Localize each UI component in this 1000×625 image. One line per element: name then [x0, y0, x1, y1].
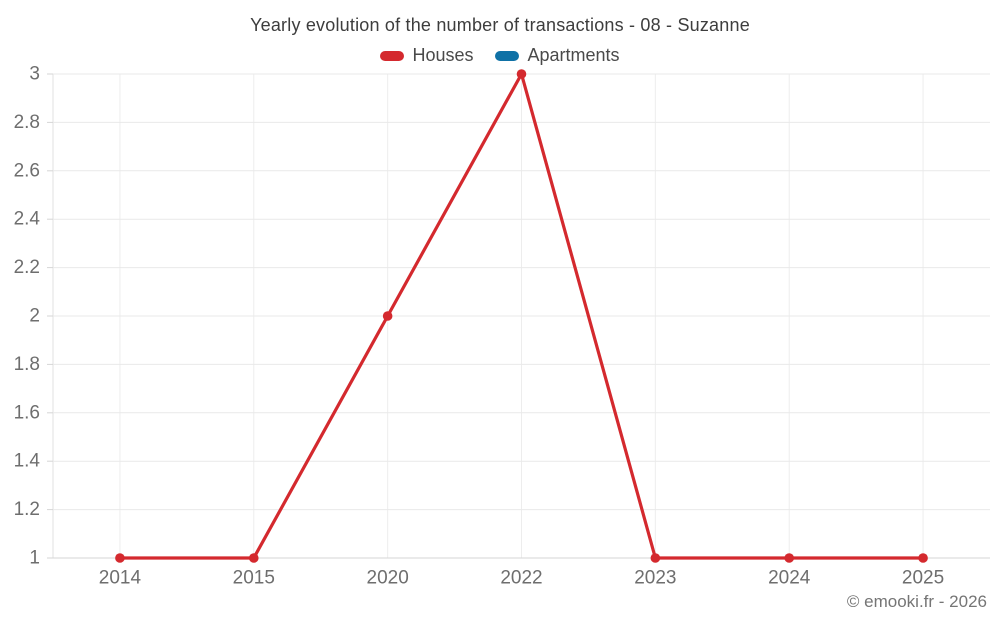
data-point-houses-2025[interactable] — [918, 553, 928, 563]
data-point-houses-2023[interactable] — [650, 553, 661, 563]
y-tick-label-1.8: 1.8 — [14, 354, 40, 375]
y-tick-label-2.2: 2.2 — [14, 257, 40, 278]
x-tick-label-2024: 2024 — [768, 568, 811, 589]
data-point-houses-2024[interactable] — [784, 553, 795, 563]
x-tick-label-2015: 2015 — [233, 568, 275, 589]
y-tick-label-2: 2 — [29, 306, 40, 327]
y-tick-label-2.8: 2.8 — [14, 112, 40, 133]
apartments-series-swatch-icon — [495, 50, 520, 61]
legend-label-apartments: Apartments — [527, 45, 620, 65]
legend-label-houses: Houses — [412, 45, 474, 65]
data-point-houses-2015[interactable] — [248, 553, 259, 563]
chart-title: Yearly evolution of the number of transa… — [250, 15, 750, 35]
houses-series-swatch-icon — [380, 50, 405, 61]
x-tick-label-2014: 2014 — [99, 568, 142, 589]
y-tick-label-1: 1 — [29, 548, 40, 569]
legend-item-apartments[interactable]: Apartments — [495, 45, 620, 66]
y-tick-label-1.2: 1.2 — [14, 499, 40, 520]
y-tick-label-1.4: 1.4 — [14, 451, 41, 472]
x-tick-label-2025: 2025 — [902, 568, 944, 589]
y-tick-label-1.6: 1.6 — [14, 402, 40, 423]
y-tick-label-2.6: 2.6 — [14, 160, 40, 181]
x-tick-label-2022: 2022 — [500, 568, 542, 589]
y-tick-label-3: 3 — [29, 64, 40, 85]
y-tick-label-2.4: 2.4 — [14, 209, 41, 230]
x-tick-label-2023: 2023 — [634, 568, 676, 589]
data-point-houses-2020[interactable] — [382, 311, 393, 321]
data-point-houses-2014[interactable] — [115, 553, 125, 563]
x-tick-label-2020: 2020 — [367, 568, 409, 589]
copyright: © emooki.fr - 2026 — [846, 592, 987, 611]
data-point-houses-2022[interactable] — [516, 69, 527, 79]
legend: Houses Apartments — [0, 45, 1000, 66]
legend-item-houses[interactable]: Houses — [380, 45, 473, 66]
